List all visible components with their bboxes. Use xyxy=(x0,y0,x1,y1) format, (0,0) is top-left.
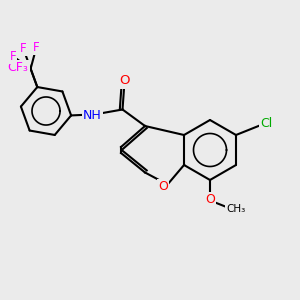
Text: CH₃: CH₃ xyxy=(226,203,245,214)
Text: F: F xyxy=(33,41,40,54)
Text: O: O xyxy=(119,74,129,88)
Text: Cl: Cl xyxy=(260,116,272,130)
Text: O: O xyxy=(158,180,168,194)
Text: F: F xyxy=(9,50,16,63)
Text: CF₃: CF₃ xyxy=(8,61,29,74)
Text: NH: NH xyxy=(83,109,102,122)
Text: F: F xyxy=(20,42,26,55)
Text: O: O xyxy=(205,193,215,206)
